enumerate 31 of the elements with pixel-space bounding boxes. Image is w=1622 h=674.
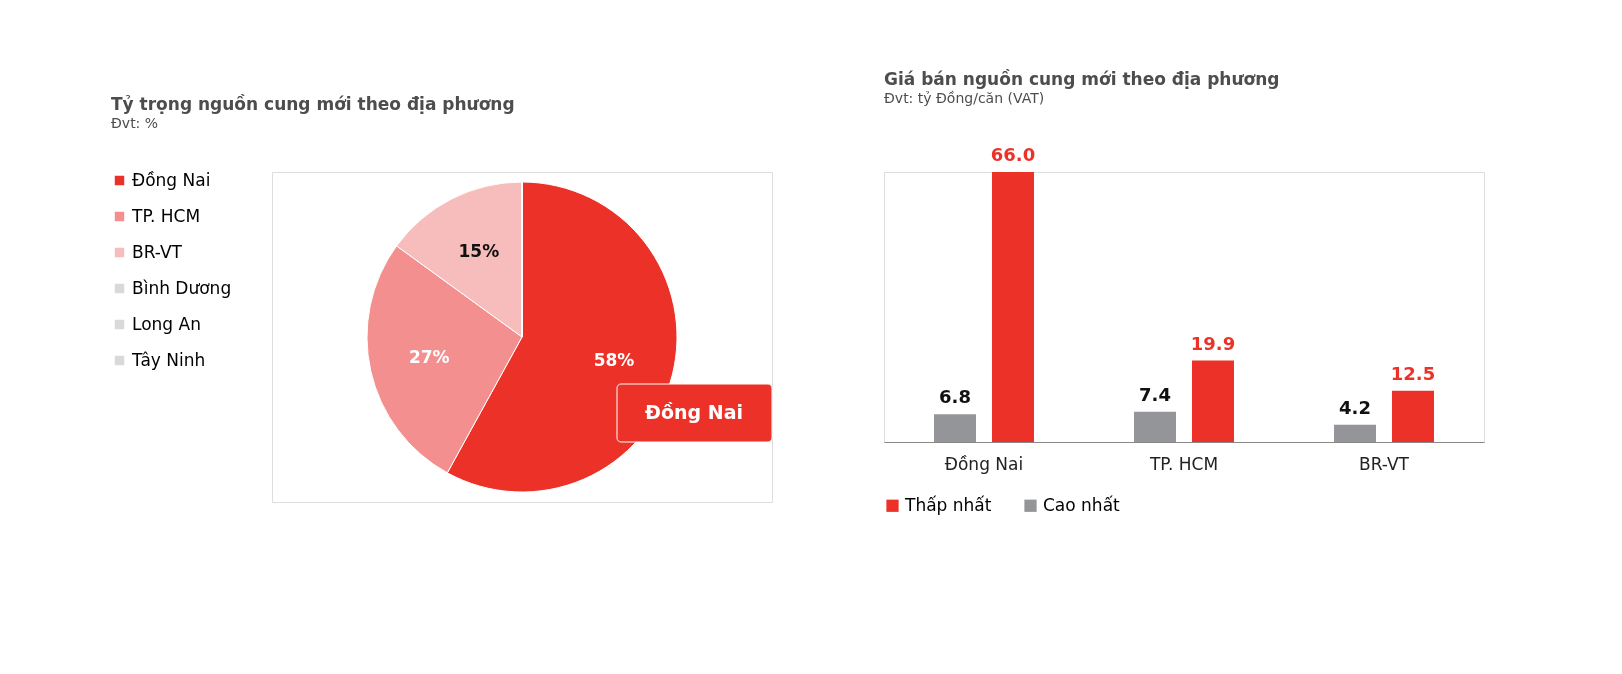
data-label: 58% (593, 349, 635, 370)
legend-label: Cao nhất (1043, 494, 1121, 515)
bar (1191, 360, 1234, 442)
bar (934, 414, 977, 442)
data-label: 27% (408, 346, 450, 367)
data-label: 15% (458, 241, 500, 262)
data-label: 6.8 (939, 386, 971, 408)
data-label: 4.2 (1339, 396, 1371, 418)
data-label: 12.5 (1390, 362, 1436, 384)
legend-label: Long An (132, 313, 201, 334)
bar (1134, 411, 1177, 442)
bar (1334, 424, 1377, 442)
data-label: 66.0 (990, 144, 1036, 165)
legend-label: Tây Ninh (131, 349, 206, 370)
text: Đồng Nai (645, 401, 743, 423)
legend-label: Bình Dương (132, 277, 232, 298)
legend-label: Thấp nhất (904, 494, 992, 515)
bar (991, 172, 1034, 442)
data-label: 19.9 (1190, 332, 1236, 354)
bar (1391, 390, 1434, 442)
chart-subtitle: Đvt: tỷ Đồng/căn (VAT) (884, 90, 1045, 106)
legend-label: BR-VT (132, 241, 183, 262)
x-tick-label: TP. HCM (1148, 453, 1219, 474)
legend-label: TP. HCM (131, 205, 201, 226)
x-tick-label: BR-VT (1359, 453, 1410, 474)
chart-title: Giá bán nguồn cung mới theo địa phương (884, 69, 1280, 89)
chart-subtitle: Đvt: % (111, 115, 159, 131)
legend-label: Đồng Nai (132, 169, 211, 190)
chart-title: Tỷ trọng nguồn cung mới theo địa phương (111, 94, 515, 114)
data-label: 7.4 (1139, 383, 1171, 405)
x-tick-label: Đồng Nai (944, 453, 1024, 474)
